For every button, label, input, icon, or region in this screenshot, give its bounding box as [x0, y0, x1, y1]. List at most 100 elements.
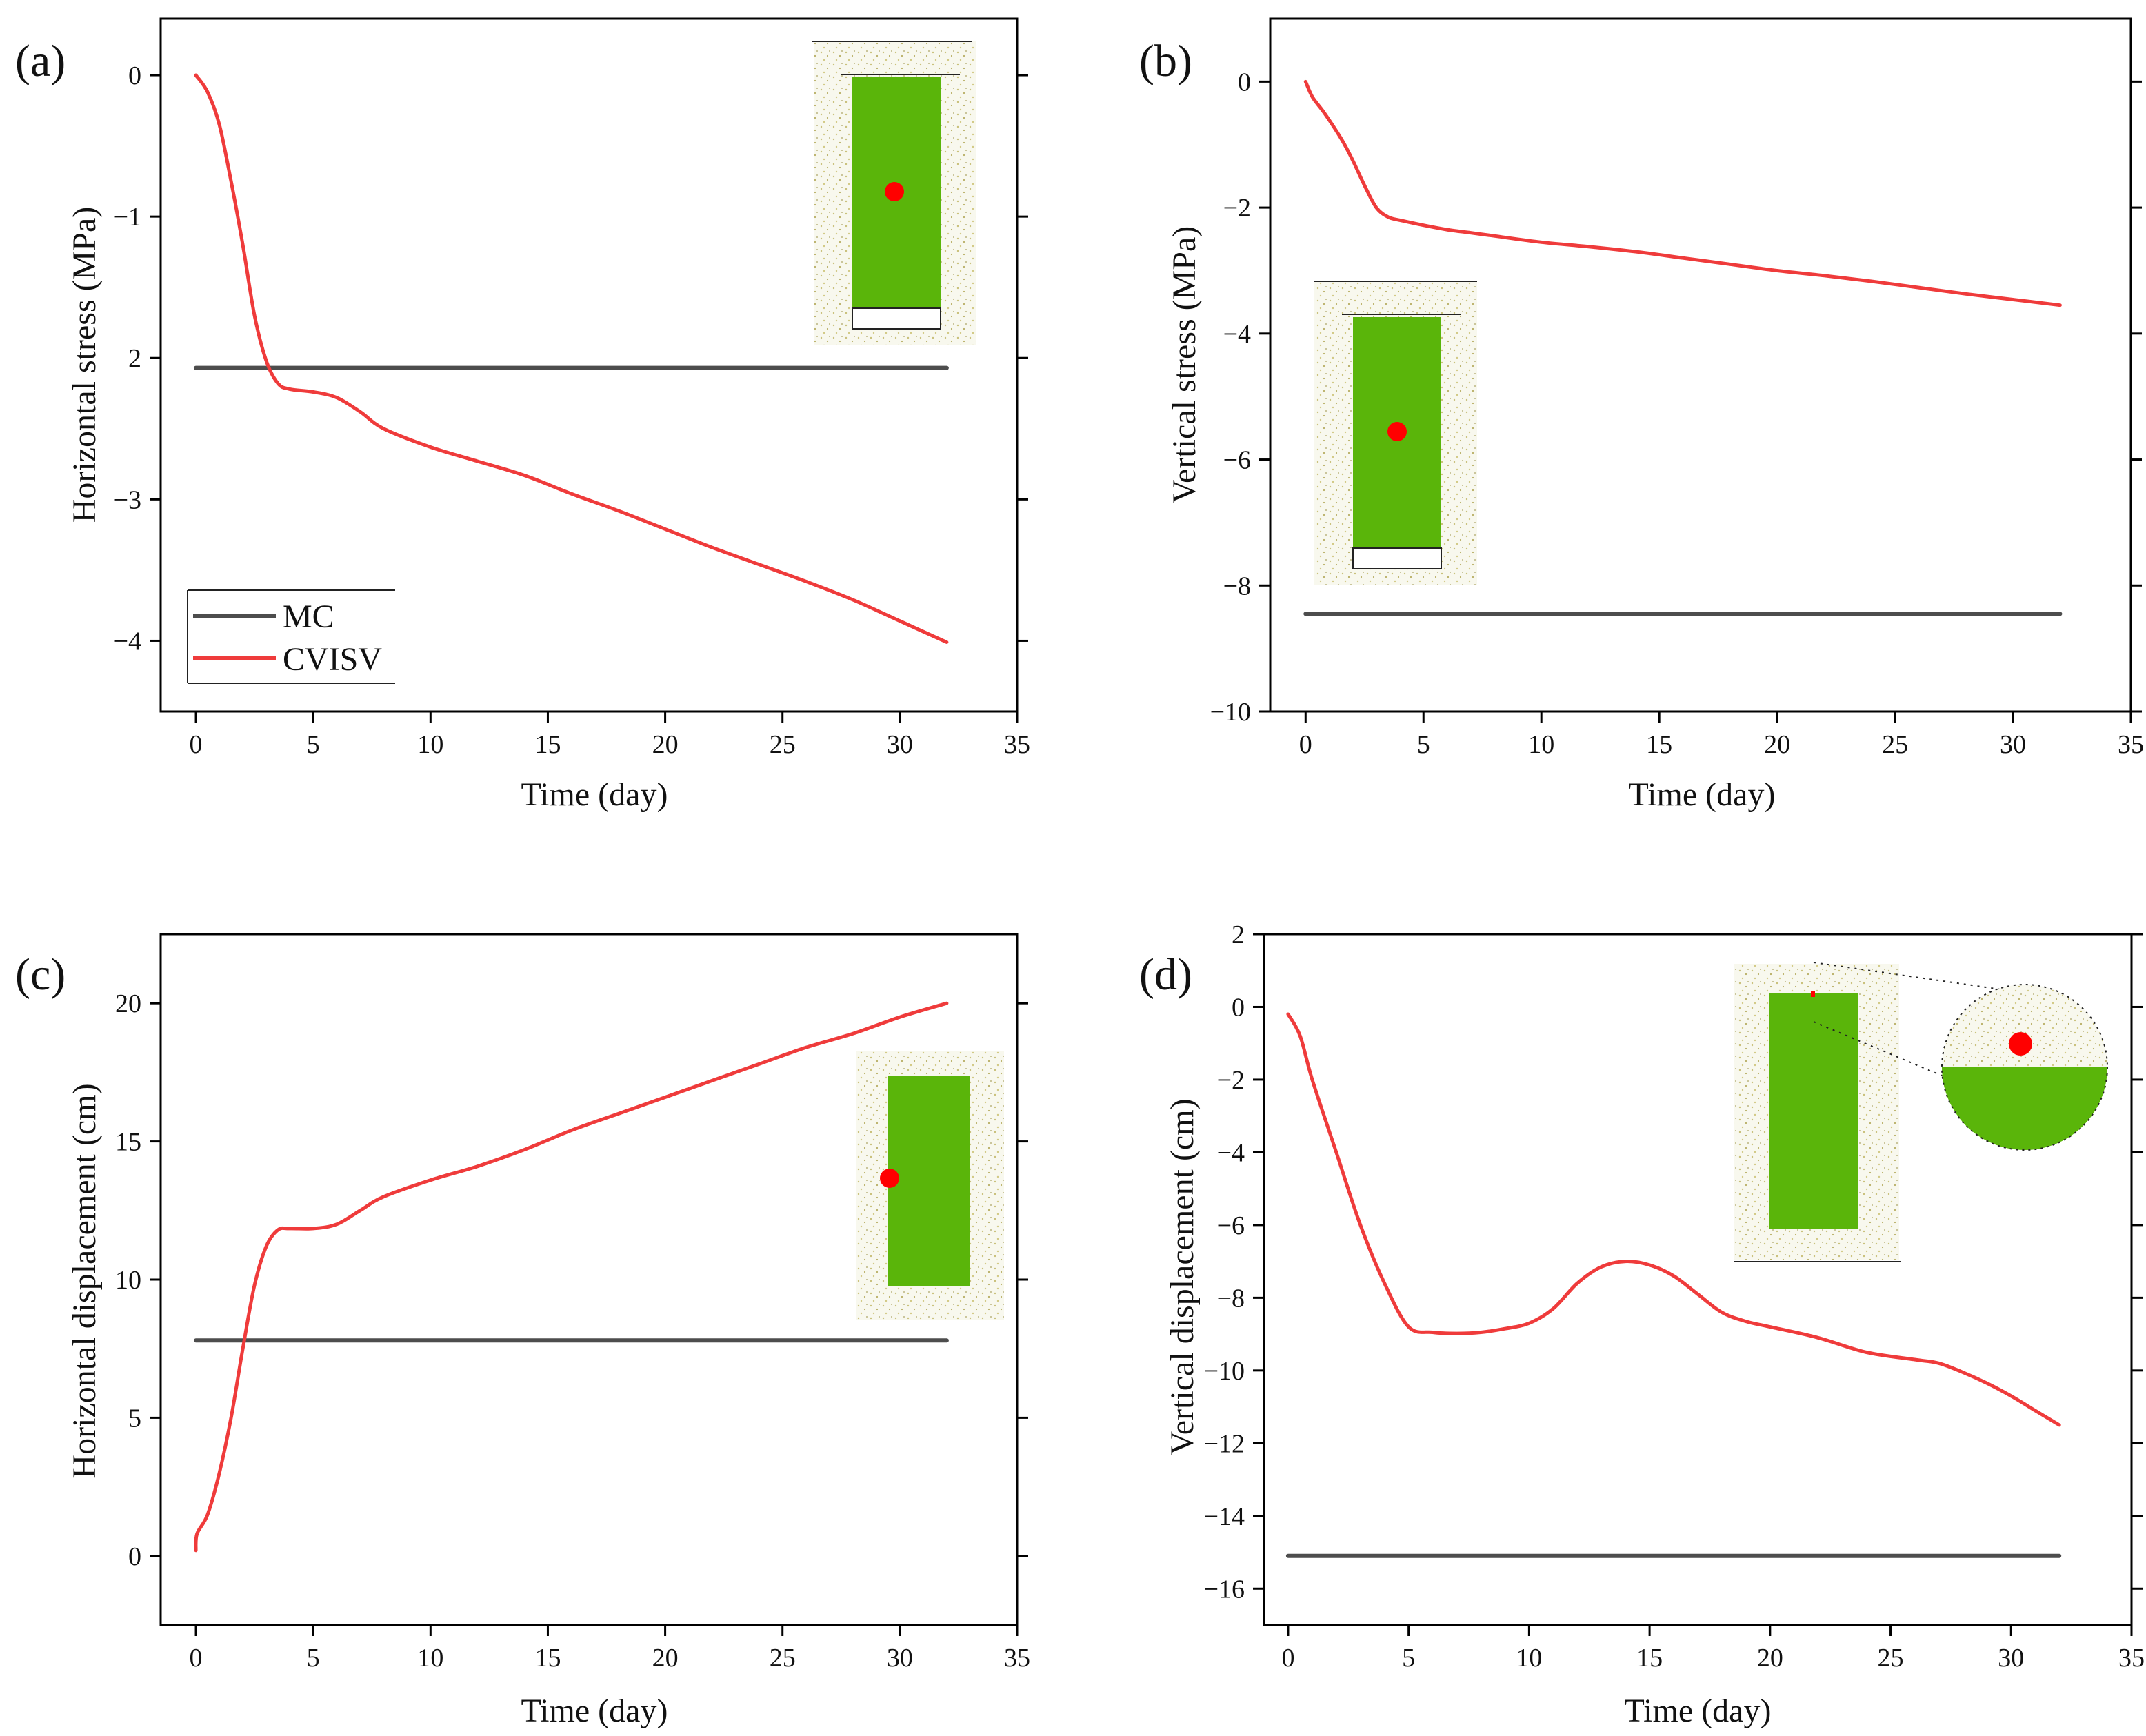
y-tick-label-b-2: −4 [1223, 320, 1251, 349]
legend-label-mc: MC [283, 598, 334, 635]
model-inset-a [812, 41, 976, 345]
x-tick-label-d-0: 0 [1281, 1644, 1294, 1673]
monitoring-point-c [880, 1169, 899, 1188]
inset-green-block-c [888, 1076, 970, 1286]
y-tick-label-d-0: 2 [1232, 920, 1245, 949]
panel-label-d: (d) [1139, 949, 1192, 1000]
inset-base-b [1352, 547, 1442, 569]
x-tick-label-c-3: 15 [534, 1644, 561, 1673]
x-tick-label-b-4: 20 [1764, 730, 1790, 759]
y-tick-label-a-3: −3 [114, 485, 141, 514]
x-tick-label-d-1: 5 [1402, 1644, 1415, 1673]
chart-panel-b: (b) 0 5 10 15 20 25 30 35 0 −2 −4 −6 −8 −10 Time (day… [1139, 17, 2144, 813]
y-tick-label-a-0: 0 [128, 61, 141, 90]
monitoring-point-b [1387, 422, 1407, 441]
panel-label-b: (b) [1139, 36, 1192, 86]
x-tick-label-d-3: 15 [1636, 1644, 1663, 1673]
x-tick-label-b-0: 0 [1299, 730, 1312, 759]
inset-base-a [852, 307, 941, 330]
x-axis-title-d: Time (day) [1625, 1693, 1772, 1729]
y-axis-title-b: Vertical stress (MPa) [1166, 226, 1203, 504]
inset-green-block-d [1769, 993, 1858, 1229]
axes-c: 0 5 10 15 20 25 30 35 0 5 10 15 20 [115, 989, 1030, 1673]
model-inset-c [856, 1051, 1004, 1320]
monitoring-point-a [885, 182, 904, 201]
series-line-cvisv-a [194, 73, 949, 644]
zoom-green-segment-d [1942, 1067, 2107, 1150]
x-tick-label-b-2: 10 [1528, 730, 1554, 759]
x-axis-title-c: Time (day) [521, 1693, 668, 1729]
x-tick-label-d-7: 35 [2118, 1644, 2145, 1673]
model-inset-d [1734, 962, 2108, 1262]
monitoring-point-d [2009, 1032, 2032, 1056]
legend-label-cvisv: CVISV [283, 641, 382, 678]
x-tick-label-d-4: 20 [1757, 1644, 1783, 1673]
zoom-leader-top-d [1813, 962, 2025, 993]
y-tick-label-d-4: −6 [1217, 1211, 1245, 1240]
y-axis-title-c: Horizontal displacement (cm) [66, 1083, 103, 1478]
axes-b: 0 5 10 15 20 25 30 35 0 −2 −4 −6 −8 −10 [1210, 68, 2144, 759]
series-line-cvisv-c [194, 1001, 949, 1553]
x-tick-label-b-1: 5 [1417, 730, 1430, 759]
x-tick-label-c-1: 5 [307, 1644, 320, 1673]
y-axis-title-d: Vertical displacement (cm) [1164, 1098, 1201, 1455]
y-tick-label-d-2: −2 [1217, 1066, 1245, 1095]
x-tick-label-d-2: 10 [1516, 1644, 1542, 1673]
y-tick-label-a-4: −4 [114, 627, 141, 656]
x-tick-label-a-3: 15 [534, 730, 561, 759]
y-axis-title-a: Horizontal stress (MPa) [66, 207, 103, 523]
x-tick-label-c-7: 35 [1004, 1644, 1030, 1673]
x-tick-label-a-4: 20 [652, 730, 679, 759]
x-tick-label-d-5: 25 [1878, 1644, 1904, 1673]
chart-panel-a: (a) 0 5 10 15 20 25 30 35 0 −1 2 −3 −4 Time (day) Ho… [15, 17, 1030, 813]
model-inset-b [1314, 281, 1477, 585]
x-tick-label-a-2: 10 [417, 730, 443, 759]
plot-frame-a [159, 17, 1019, 713]
y-tick-label-c-2: 10 [115, 1266, 141, 1295]
y-tick-label-a-2: 2 [128, 344, 141, 373]
y-tick-label-b-5: −10 [1210, 698, 1251, 727]
series-b [1303, 79, 2063, 616]
series-line-cvisv-b [1303, 79, 2062, 307]
x-tick-label-c-0: 0 [190, 1644, 203, 1673]
y-tick-label-b-0: 0 [1238, 68, 1251, 97]
x-tick-label-c-6: 30 [887, 1644, 913, 1673]
series-d [1285, 1012, 2062, 1558]
x-tick-label-a-6: 30 [887, 730, 913, 759]
plot-frame-b [1269, 17, 2132, 713]
x-tick-label-a-1: 5 [307, 730, 320, 759]
x-tick-label-a-7: 35 [1004, 730, 1030, 759]
y-tick-label-d-3: −4 [1217, 1138, 1245, 1167]
x-tick-label-b-5: 25 [1882, 730, 1908, 759]
x-tick-label-b-7: 35 [2118, 730, 2144, 759]
panel-label-c: (c) [15, 949, 66, 1000]
y-tick-label-a-1: −1 [114, 203, 141, 232]
y-tick-label-d-7: −12 [1204, 1429, 1245, 1458]
x-axis-title-b: Time (day) [1629, 776, 1776, 813]
y-tick-label-d-1: 0 [1232, 993, 1245, 1022]
legend: MC CVISV [187, 589, 395, 684]
x-tick-label-b-3: 15 [1646, 730, 1672, 759]
y-tick-label-d-9: −16 [1204, 1575, 1245, 1604]
y-tick-label-c-3: 15 [115, 1128, 141, 1157]
chart-panel-d: (d) 0 5 10 15 20 25 30 3520−2−4−6−8−10−12−14−16… [1139, 920, 2145, 1729]
zoom-leader-bottom-d [1813, 1021, 1952, 1080]
monitoring-point-small-d [1811, 991, 1815, 997]
x-tick-label-a-0: 0 [190, 730, 203, 759]
y-tick-label-d-8: −14 [1204, 1502, 1245, 1531]
series-a [194, 73, 949, 644]
y-tick-label-d-6: −10 [1204, 1357, 1245, 1386]
axes-a: 0 5 10 15 20 25 30 35 0 −1 2 −3 −4 [114, 61, 1030, 759]
chart-panel-c: (c) 0 5 10 15 20 25 30 35 0 5 10 15 20 Time (day) Ho… [15, 933, 1030, 1729]
x-tick-label-c-5: 25 [770, 1644, 796, 1673]
y-tick-label-b-1: −2 [1223, 194, 1251, 223]
series-c [194, 1001, 949, 1553]
x-tick-label-c-4: 20 [652, 1644, 679, 1673]
x-axis-title-a: Time (day) [521, 776, 668, 813]
plot-frame-d [1263, 933, 2133, 1626]
y-tick-label-b-4: −8 [1223, 572, 1251, 600]
y-tick-label-c-0: 0 [128, 1542, 141, 1571]
y-tick-label-c-1: 5 [128, 1404, 141, 1433]
